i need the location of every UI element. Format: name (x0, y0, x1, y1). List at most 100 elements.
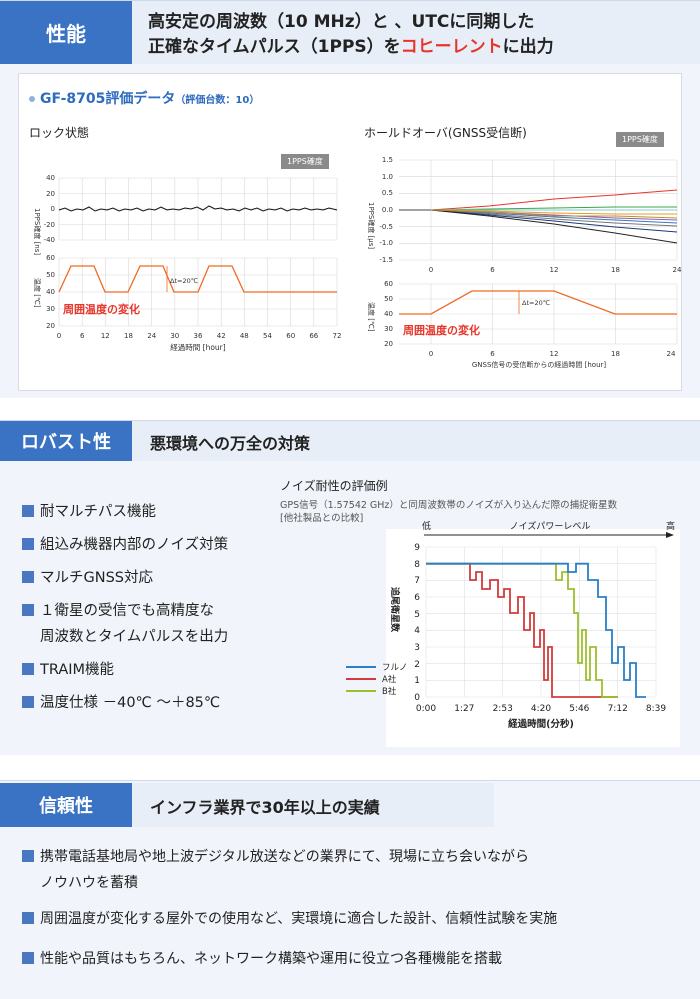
right-temp-ytick: 20 (384, 340, 393, 348)
noise-ytick: 6 (414, 593, 420, 603)
evaluation-title: GF-8705評価データ（評価台数：10） (29, 88, 259, 108)
noise-chart-desc: GPS信号（1.57542 GHz）と同周波数帯のノイズが入り込んだ際の捕捉衛星… (280, 500, 618, 511)
left-xtick: 66 (309, 332, 318, 340)
legend-label: フルノ (382, 663, 408, 673)
right-xtick: 12 (550, 350, 559, 358)
right-xlabel: GNSS信号の受信断からの経過時間 [hour] (472, 360, 607, 369)
right-xtick: 6 (490, 350, 495, 358)
noise-ytick: 1 (414, 676, 420, 686)
holdover-caption: ホールドオーバ(GNSS受信断) (364, 126, 527, 140)
bullet-square-icon (22, 505, 34, 517)
noise-ytick: 0 (414, 693, 420, 703)
left-temp-ylabel: 温度 [℃] (33, 278, 42, 308)
right-xtick: 24 (667, 350, 676, 358)
left-xtick: 30 (170, 332, 179, 340)
section-label: 性能 (0, 1, 132, 64)
left-pps-ylabel: 1PPS確度 [ns] (33, 208, 42, 255)
lock-chart: 1PPS確度 [ns] 40 20 0 -20 -40 温度 [℃] 60 (33, 174, 342, 352)
bullet-square-icon (22, 952, 34, 964)
bullet-square-icon (22, 604, 34, 616)
robustness-panel: 耐マルチパス機能 組込み機器内部のノイズ対策 マルチGNSS対応 １衛星の受信で… (18, 461, 682, 748)
right-xtick: 0 (429, 266, 433, 274)
left-temp-ytick: 30 (46, 305, 55, 313)
pps-badge-left: 1PPS確度 (281, 154, 329, 169)
left-temp-ytick: 20 (46, 322, 55, 330)
right-temp-ytick: 50 (384, 295, 393, 303)
right-pps-ylabel: 1PPS確度 [μs] (367, 202, 376, 249)
right-pps-ytick: 1.0 (382, 173, 393, 181)
list-item: マルチGNSS対応 (22, 565, 153, 591)
left-pps-ytick: 20 (46, 190, 55, 198)
list-item: 耐マルチパス機能 (22, 499, 156, 525)
noise-xtick: 1:27 (454, 704, 474, 714)
section-header: ロバスト性 悪環境への万全の対策 (0, 421, 700, 461)
left-xtick: 12 (101, 332, 110, 340)
left-xtick: 24 (147, 332, 156, 340)
noise-ytick: 9 (414, 543, 420, 553)
left-xlabel: 経過時間 [hour] (170, 342, 225, 352)
left-xtick: 0 (57, 332, 61, 340)
bullet-square-icon (22, 912, 34, 924)
section-robustness: ロバスト性 悪環境への万全の対策 耐マルチパス機能 組込み機器内部のノイズ対策 … (0, 420, 700, 755)
noise-ylabel: 追尾衛星数 (389, 587, 401, 633)
bullet-square-icon (22, 571, 34, 583)
noise-ytick: 3 (414, 643, 420, 653)
right-temp-ytick: 30 (384, 325, 393, 333)
list-item: 組込み機器内部のノイズ対策 (22, 532, 228, 558)
section-header: 信頼性 インフラ業界で30年以上の実績 (0, 783, 494, 827)
noise-ytick: 5 (414, 610, 420, 620)
noise-ytick: 4 (414, 626, 420, 636)
headline-line1: 高安定の周波数（10 MHz）と 、UTCに同期した (148, 12, 535, 32)
left-pps-ytick: 0 (51, 205, 55, 213)
noise-xtick: 8:39 (646, 704, 666, 714)
left-temp-ytick: 40 (46, 288, 55, 296)
arrow-head-icon (666, 532, 674, 538)
left-xtick: 72 (333, 332, 342, 340)
list-item: 温度仕様 －40℃ ～＋85℃ (22, 690, 220, 716)
list-item: 携帯電話基地局や地上波デジタル放送などの業界にて、現場に立ち会いながら (22, 845, 529, 869)
right-pps-ytick: -0.5 (379, 223, 393, 231)
series-b (426, 562, 618, 698)
noise-xlabel: 経過時間(分秒) (508, 718, 574, 730)
series-furuno (426, 562, 646, 698)
right-xtick: 24 (673, 266, 682, 274)
noise-chart-title: ノイズ耐性の評価例 (280, 479, 388, 493)
left-xtick: 6 (80, 332, 85, 340)
noise-xtick: 2:53 (493, 704, 513, 714)
bullet-square-icon (22, 663, 34, 675)
noise-chart-box (386, 529, 680, 747)
left-pps-ytick: 40 (46, 174, 55, 182)
right-pps-ytick: 0.5 (382, 189, 393, 197)
legend-label: A社 (382, 674, 397, 685)
legend: フルノ A社 B社 (346, 663, 408, 697)
left-xtick: 48 (240, 332, 249, 340)
left-xtick: 36 (194, 332, 203, 340)
left-xtick: 60 (286, 332, 295, 340)
section-reliability: 信頼性 インフラ業界で30年以上の実績 携帯電話基地局や地上波デジタル放送などの… (0, 780, 700, 999)
list-item: １衛星の受信でも高精度な (22, 598, 214, 624)
noise-xtick: 7:12 (608, 704, 628, 714)
right-xtick: 18 (611, 350, 620, 358)
noise-xtick: 0:00 (416, 704, 436, 714)
left-pps-ytick: -20 (44, 221, 55, 229)
right-xtick: 0 (429, 350, 433, 358)
list-item: TRAIM機能 (22, 657, 114, 683)
section-headline: 悪環境への万全の対策 (150, 434, 311, 453)
section-label: 信頼性 (0, 783, 132, 827)
left-temp-ytick: 50 (46, 271, 55, 279)
right-xtick: 6 (490, 266, 495, 274)
noise-level-label: ノイズパワーレベル (510, 520, 591, 532)
evaluation-panel: GF-8705評価データ（評価台数：10） ロック状態 ホールドオーバ(GNSS… (18, 73, 682, 391)
series-a (426, 562, 618, 698)
right-temp-series (399, 290, 677, 315)
right-xtick: 18 (611, 266, 620, 274)
section-performance: 性能 高安定の周波数（10 MHz）と 、UTCに同期した 正確なタイムパルス（… (0, 0, 700, 398)
holdover-series (399, 189, 678, 244)
right-pps-ytick: -1.0 (379, 239, 393, 247)
holdover-chart: 1PPS確度 [μs] 1.5 1.0 0.5 0.0 -0.5 -1.0 -1… (367, 156, 682, 369)
left-temp-series (58, 265, 337, 293)
noise-xtick: 5:46 (569, 704, 589, 714)
delta-label: Δt=20℃ (522, 299, 550, 307)
right-temp-ytick: 60 (384, 280, 393, 288)
left-temp-ytick: 60 (46, 254, 55, 262)
